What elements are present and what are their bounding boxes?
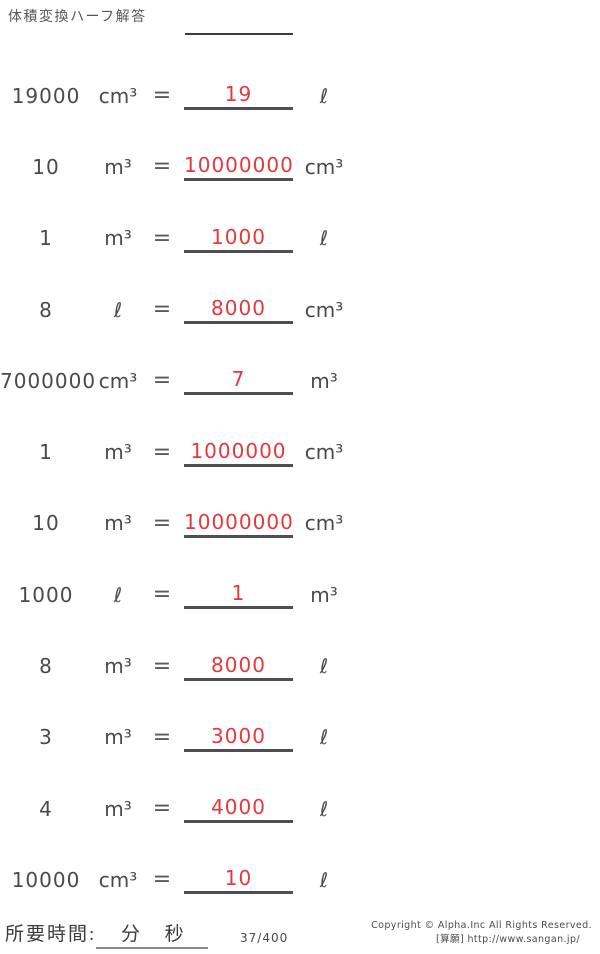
- minutes-label: 分: [120, 924, 140, 945]
- given-value: 1: [39, 440, 53, 465]
- answer-blank: 8000: [184, 295, 293, 325]
- equals-sign: =: [152, 582, 172, 608]
- conversion-row: 1 m³ = 1000 ℓ: [0, 203, 600, 274]
- conversion-row: 10 m³ = 10000000 cm³: [0, 488, 600, 559]
- answer-blank: 4000: [184, 794, 293, 824]
- conversion-rows: 19000 cm³ = 19 ℓ 10 m³ = 10000000 cm³ 1 …: [0, 60, 600, 916]
- answer-blank: 10: [184, 865, 293, 895]
- answer-blank: 1: [184, 580, 293, 610]
- time-required: 所要時間: 分秒: [5, 919, 209, 949]
- conversion-row: 1000 ℓ = 1 m³: [0, 559, 600, 630]
- given-value: 10000: [11, 867, 81, 892]
- seconds-label: 秒: [164, 924, 184, 945]
- answer-unit: cm³: [304, 440, 344, 465]
- answer-blank: 10000000: [184, 509, 293, 538]
- conversion-row: 10 m³ = 10000000 cm³: [0, 131, 600, 202]
- given-value: 1: [39, 226, 53, 251]
- given-value: 19000: [11, 83, 81, 108]
- given-unit: m³: [104, 796, 132, 821]
- answer-unit: ℓ: [319, 796, 329, 821]
- answer-blank: 19: [184, 81, 293, 111]
- given-unit: ℓ: [113, 582, 123, 607]
- given-unit: cm³: [98, 368, 138, 393]
- given-unit: cm³: [98, 83, 138, 108]
- answer-unit: cm³: [304, 154, 344, 179]
- answer-unit: ℓ: [319, 226, 329, 251]
- page-title: 体積変換ハーフ解答: [8, 10, 147, 25]
- page-indicator: 37/400: [240, 931, 289, 945]
- copyright: Copyright © Alpha.Inc All Rights Reserve…: [371, 919, 592, 947]
- given-unit: ℓ: [113, 297, 123, 322]
- conversion-row: 7000000 cm³ = 7 m³: [0, 345, 600, 416]
- answer-unit: cm³: [304, 511, 344, 536]
- answer-unit: m³: [310, 582, 338, 607]
- answer-blank: 3000: [184, 723, 293, 752]
- equals-sign: =: [152, 83, 172, 109]
- time-blank-line: 分秒: [96, 919, 209, 949]
- equals-sign: =: [152, 368, 172, 394]
- answer-blank: 8000: [184, 652, 293, 681]
- conversion-row: 4 m³ = 4000 ℓ: [0, 773, 600, 844]
- given-unit: cm³: [98, 867, 138, 892]
- given-unit: m³: [104, 154, 132, 179]
- equals-sign: =: [152, 867, 172, 893]
- given-value: 4: [39, 796, 53, 821]
- answer-blank: 7: [184, 366, 293, 396]
- answer-unit: ℓ: [319, 654, 329, 679]
- given-value: 3: [39, 725, 53, 750]
- given-value: 8: [39, 297, 53, 322]
- given-value: 10: [32, 511, 60, 536]
- answer-unit: cm³: [304, 297, 344, 322]
- conversion-row: 1 m³ = 1000000 cm³: [0, 416, 600, 487]
- header-blank-line: [185, 18, 293, 35]
- equals-sign: =: [152, 796, 172, 822]
- answer-unit: ℓ: [319, 867, 329, 892]
- equals-sign: =: [152, 297, 172, 323]
- equals-sign: =: [152, 510, 172, 536]
- given-unit: m³: [104, 725, 132, 750]
- equals-sign: =: [152, 154, 172, 180]
- answer-blank: 1000: [184, 224, 293, 253]
- answer-blank: 1000000: [184, 438, 293, 467]
- conversion-row: 10000 cm³ = 10 ℓ: [0, 844, 600, 915]
- given-unit: m³: [104, 440, 132, 465]
- answer-blank: 10000000: [184, 152, 293, 182]
- given-unit: m³: [104, 226, 132, 251]
- given-unit: m³: [104, 654, 132, 679]
- answer-unit: ℓ: [319, 725, 329, 750]
- given-value: 8: [39, 654, 53, 679]
- equals-sign: =: [152, 724, 172, 750]
- equals-sign: =: [152, 653, 172, 679]
- conversion-row: 3 m³ = 3000 ℓ: [0, 702, 600, 773]
- given-value: 1000: [18, 582, 74, 607]
- given-value: 7000000: [0, 368, 97, 393]
- time-required-label: 所要時間:: [5, 924, 97, 945]
- answer-unit: ℓ: [319, 83, 329, 108]
- copyright-line2: [算願] http://www.sangan.jp/: [436, 934, 580, 945]
- answer-unit: m³: [310, 368, 338, 393]
- equals-sign: =: [152, 439, 172, 465]
- equals-sign: =: [152, 225, 172, 251]
- copyright-line1: Copyright © Alpha.Inc All Rights Reserve…: [371, 920, 592, 931]
- conversion-row: 8 m³ = 8000 ℓ: [0, 630, 600, 701]
- given-value: 10: [32, 154, 60, 179]
- conversion-row: 8 ℓ = 8000 cm³: [0, 274, 600, 345]
- conversion-row: 19000 cm³ = 19 ℓ: [0, 60, 600, 131]
- given-unit: m³: [104, 511, 132, 536]
